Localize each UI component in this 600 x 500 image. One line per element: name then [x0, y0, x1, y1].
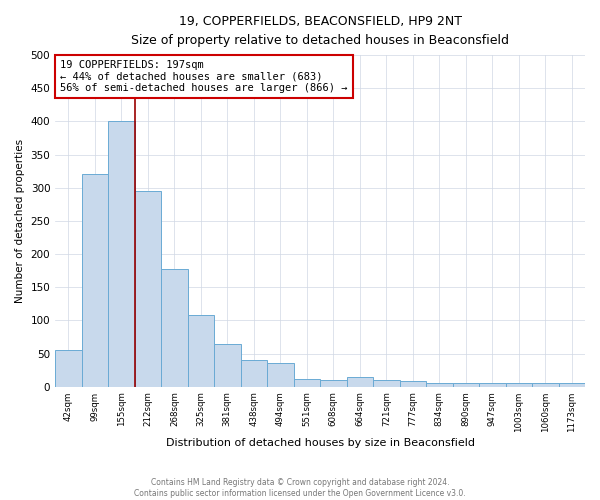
Bar: [108, 122, 134, 386]
Bar: [452, 384, 479, 386]
Bar: [506, 384, 532, 386]
Bar: [241, 360, 267, 386]
Bar: [82, 174, 108, 386]
Bar: [347, 377, 373, 386]
Bar: [532, 384, 559, 386]
Bar: [373, 380, 400, 386]
Title: 19, COPPERFIELDS, BEACONSFIELD, HP9 2NT
Size of property relative to detached ho: 19, COPPERFIELDS, BEACONSFIELD, HP9 2NT …: [131, 15, 509, 47]
Bar: [479, 384, 506, 386]
Bar: [214, 344, 241, 386]
X-axis label: Distribution of detached houses by size in Beaconsfield: Distribution of detached houses by size …: [166, 438, 475, 448]
Bar: [161, 268, 188, 386]
Bar: [559, 382, 585, 386]
Text: Contains HM Land Registry data © Crown copyright and database right 2024.
Contai: Contains HM Land Registry data © Crown c…: [134, 478, 466, 498]
Bar: [55, 350, 82, 387]
Bar: [320, 380, 347, 386]
Bar: [426, 384, 452, 386]
Text: 19 COPPERFIELDS: 197sqm
← 44% of detached houses are smaller (683)
56% of semi-d: 19 COPPERFIELDS: 197sqm ← 44% of detache…: [61, 60, 348, 94]
Bar: [400, 382, 426, 386]
Bar: [188, 315, 214, 386]
Bar: [134, 191, 161, 386]
Bar: [293, 379, 320, 386]
Y-axis label: Number of detached properties: Number of detached properties: [15, 139, 25, 303]
Bar: [267, 364, 293, 386]
